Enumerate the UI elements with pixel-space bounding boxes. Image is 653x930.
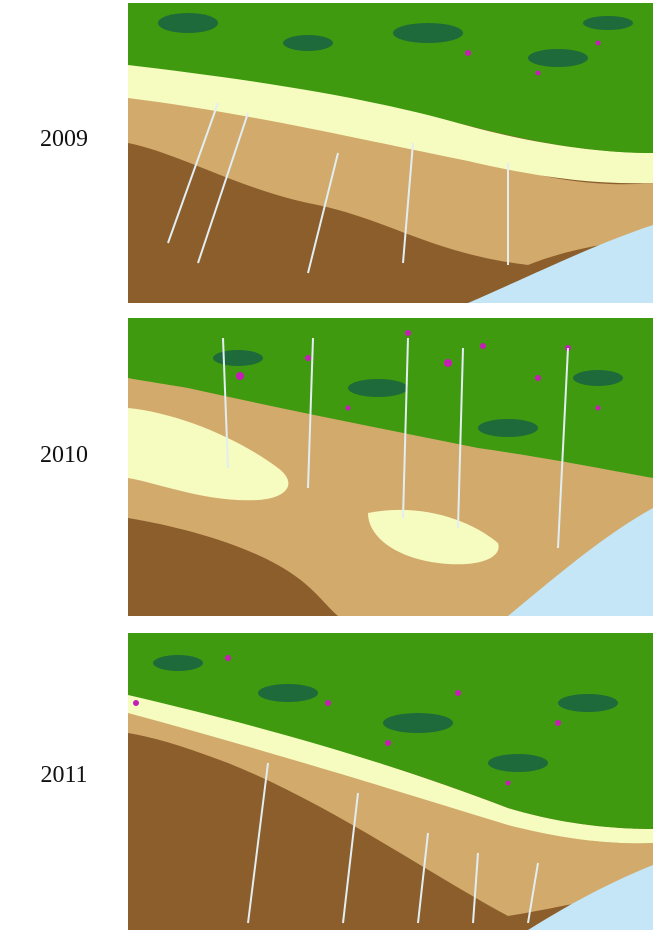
light-vegetation-patch-east — [368, 509, 499, 565]
forest-area — [128, 633, 653, 829]
sea-water — [528, 865, 653, 930]
light-vegetation-patch-west — [128, 408, 289, 501]
sea-water — [468, 225, 653, 303]
stream-lines — [247, 762, 539, 924]
sea-water — [508, 508, 653, 616]
bare-soil-area — [128, 518, 338, 616]
dense-forest-patches — [153, 655, 618, 772]
urban-patches — [133, 655, 561, 786]
stream-lines — [167, 102, 509, 274]
dense-forest-patches — [213, 350, 623, 437]
year-label-2010: 2010 — [40, 442, 88, 468]
year-label-2009: 2009 — [40, 126, 88, 152]
year-label-2011: 2011 — [40, 762, 88, 788]
land-cover-map-2009 — [128, 3, 653, 303]
dense-forest-patches — [158, 13, 633, 67]
light-vegetation-band — [128, 58, 653, 184]
land-cover-map-2010 — [128, 318, 653, 616]
urban-patches — [465, 40, 601, 76]
urban-patches — [236, 330, 601, 411]
cropland-band — [128, 73, 653, 265]
land-cover-map-2011 — [128, 633, 653, 930]
cropland-band — [128, 708, 653, 916]
stream-lines — [222, 337, 569, 549]
light-vegetation-band — [128, 693, 653, 844]
forest-area — [128, 3, 653, 153]
